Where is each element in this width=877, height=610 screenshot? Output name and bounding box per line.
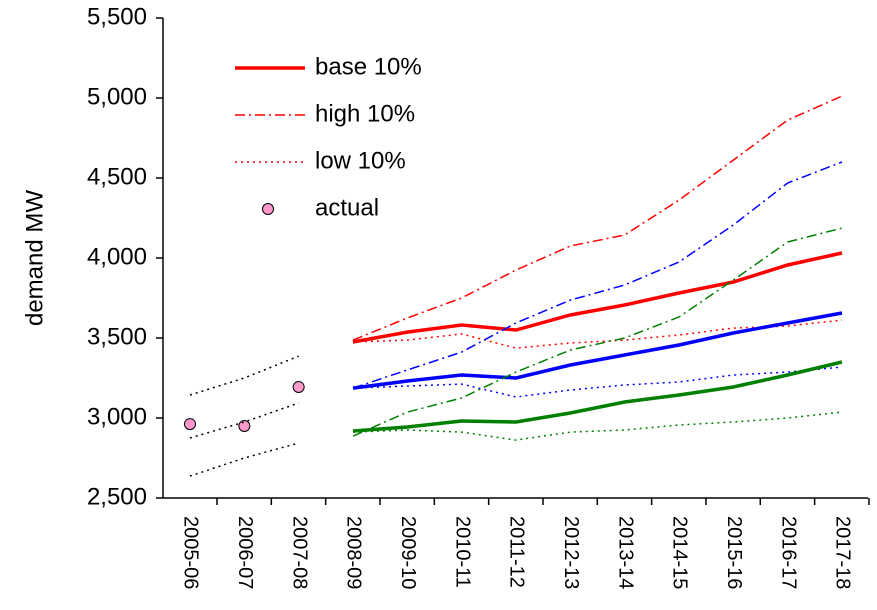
x-tick-label: 2013-14 (614, 516, 636, 589)
series-line (352, 366, 843, 398)
x-tick-label: 2007-08 (288, 516, 310, 589)
y-axis-label: demand MW (21, 190, 48, 326)
x-tick-label: 2015-16 (723, 516, 745, 589)
x-tick-label: 2005-06 (180, 516, 202, 589)
series-line (189, 355, 299, 396)
x-tick-label: 2016-17 (777, 516, 799, 589)
series-line (352, 95, 843, 341)
legend-marker (262, 203, 274, 215)
y-tick-label: 5,500 (87, 3, 147, 30)
legend-label: actual (315, 194, 379, 221)
series-line (352, 411, 843, 441)
x-tick-label: 2014-15 (669, 516, 691, 589)
legend-label: low 10% (315, 147, 406, 174)
x-tick-label: 2009-10 (397, 516, 419, 589)
x-tick-label: 2008-09 (343, 516, 365, 589)
legend-label: base 10% (315, 53, 422, 80)
series-line (352, 227, 843, 437)
y-tick-label: 2,500 (87, 483, 147, 510)
legend-label: high 10% (315, 100, 415, 127)
y-tick-label: 3,500 (87, 323, 147, 350)
data-point (292, 380, 305, 393)
x-tick-label: 2006-07 (234, 516, 256, 589)
series-line (189, 402, 299, 439)
series-line (352, 360, 843, 433)
x-tick-label: 2010-11 (451, 516, 473, 588)
series-line (352, 319, 843, 349)
data-point (238, 420, 251, 432)
y-tick-label: 4,000 (87, 243, 147, 270)
y-tick-label: 4,500 (87, 163, 147, 190)
x-tick-label: 2017-18 (832, 516, 854, 589)
x-tick-label: 2012-13 (560, 516, 582, 589)
y-tick-label: 3,000 (87, 403, 147, 430)
series-line (189, 442, 299, 477)
x-tick-label: 2011-12 (506, 516, 528, 588)
series-line (352, 251, 843, 344)
y-tick-label: 5,000 (87, 83, 147, 110)
series-line (352, 161, 843, 389)
data-point (184, 418, 196, 431)
series-line (352, 311, 843, 390)
